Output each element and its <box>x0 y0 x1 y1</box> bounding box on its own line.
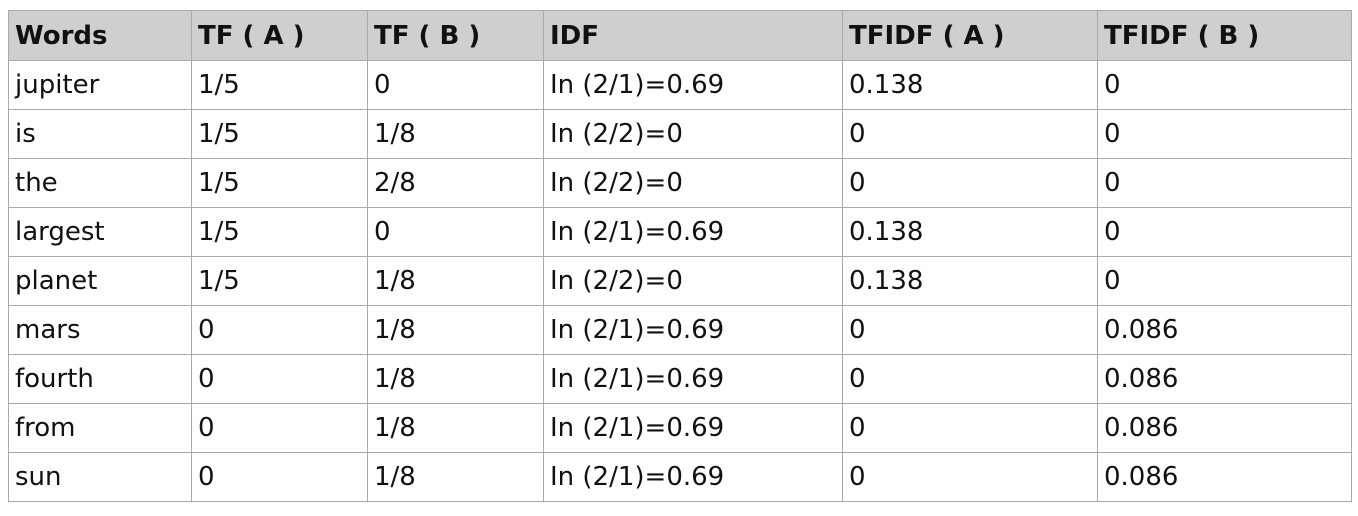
cell-tf-b: 1/8 <box>367 452 544 502</box>
cell-tf-a: 0 <box>191 403 368 453</box>
cell-tfidf-b: 0.086 <box>1097 452 1352 502</box>
table-row: planet 1/5 1/8 In (2/2)=0 0.138 0 <box>8 256 1352 306</box>
cell-tf-b: 1/8 <box>367 305 544 355</box>
cell-idf: In (2/1)=0.69 <box>543 452 843 502</box>
table-row: sun 0 1/8 In (2/1)=0.69 0 0.086 <box>8 452 1352 502</box>
header-tf-b: TF ( B ) <box>367 10 544 61</box>
cell-word: sun <box>8 452 192 502</box>
cell-tf-b: 1/8 <box>367 403 544 453</box>
cell-tf-a: 0 <box>191 354 368 404</box>
cell-tfidf-a: 0 <box>842 354 1098 404</box>
header-tfidf-b: TFIDF ( B ) <box>1097 10 1352 61</box>
cell-tfidf-b: 0 <box>1097 60 1352 110</box>
header-idf: IDF <box>543 10 843 61</box>
cell-tfidf-a: 0.138 <box>842 60 1098 110</box>
cell-tf-a: 0 <box>191 305 368 355</box>
cell-tf-b: 0 <box>367 207 544 257</box>
cell-tf-a: 1/5 <box>191 60 368 110</box>
header-tfidf-a: TFIDF ( A ) <box>842 10 1098 61</box>
cell-idf: In (2/2)=0 <box>543 256 843 306</box>
cell-tfidf-a: 0.138 <box>842 207 1098 257</box>
header-row: Words TF ( A ) TF ( B ) IDF TFIDF ( A ) … <box>8 10 1352 61</box>
cell-tf-b: 0 <box>367 60 544 110</box>
cell-idf: In (2/2)=0 <box>543 158 843 208</box>
cell-tf-a: 0 <box>191 452 368 502</box>
cell-word: is <box>8 109 192 159</box>
cell-tf-a: 1/5 <box>191 158 368 208</box>
cell-word: largest <box>8 207 192 257</box>
table-row: from 0 1/8 In (2/1)=0.69 0 0.086 <box>8 403 1352 453</box>
cell-tfidf-a: 0 <box>842 158 1098 208</box>
cell-tfidf-a: 0.138 <box>842 256 1098 306</box>
cell-idf: In (2/1)=0.69 <box>543 60 843 110</box>
cell-word: planet <box>8 256 192 306</box>
cell-idf: In (2/1)=0.69 <box>543 403 843 453</box>
tfidf-table: Words TF ( A ) TF ( B ) IDF TFIDF ( A ) … <box>8 10 1352 502</box>
table-row: largest 1/5 0 In (2/1)=0.69 0.138 0 <box>8 207 1352 257</box>
tfidf-table-container: Words TF ( A ) TF ( B ) IDF TFIDF ( A ) … <box>8 10 1352 502</box>
cell-tf-b: 1/8 <box>367 256 544 306</box>
cell-tfidf-b: 0.086 <box>1097 305 1352 355</box>
table-row: mars 0 1/8 In (2/1)=0.69 0 0.086 <box>8 305 1352 355</box>
cell-tf-a: 1/5 <box>191 109 368 159</box>
table-header: Words TF ( A ) TF ( B ) IDF TFIDF ( A ) … <box>8 10 1352 61</box>
cell-tf-a: 1/5 <box>191 207 368 257</box>
cell-word: from <box>8 403 192 453</box>
cell-word: fourth <box>8 354 192 404</box>
cell-tfidf-a: 0 <box>842 305 1098 355</box>
cell-tfidf-b: 0 <box>1097 158 1352 208</box>
cell-tf-a: 1/5 <box>191 256 368 306</box>
cell-word: mars <box>8 305 192 355</box>
table-row: fourth 0 1/8 In (2/1)=0.69 0 0.086 <box>8 354 1352 404</box>
cell-tfidf-b: 0 <box>1097 256 1352 306</box>
cell-tfidf-b: 0.086 <box>1097 354 1352 404</box>
cell-idf: In (2/1)=0.69 <box>543 305 843 355</box>
cell-idf: In (2/1)=0.69 <box>543 207 843 257</box>
cell-idf: In (2/1)=0.69 <box>543 354 843 404</box>
cell-word: jupiter <box>8 60 192 110</box>
cell-tfidf-b: 0 <box>1097 207 1352 257</box>
header-tf-a: TF ( A ) <box>191 10 368 61</box>
table-body: jupiter 1/5 0 In (2/1)=0.69 0.138 0 is 1… <box>8 60 1352 502</box>
cell-tfidf-b: 0 <box>1097 109 1352 159</box>
cell-tf-b: 2/8 <box>367 158 544 208</box>
table-row: jupiter 1/5 0 In (2/1)=0.69 0.138 0 <box>8 60 1352 110</box>
cell-tfidf-a: 0 <box>842 452 1098 502</box>
table-row: the 1/5 2/8 In (2/2)=0 0 0 <box>8 158 1352 208</box>
cell-idf: In (2/2)=0 <box>543 109 843 159</box>
cell-tf-b: 1/8 <box>367 109 544 159</box>
cell-tf-b: 1/8 <box>367 354 544 404</box>
cell-tfidf-b: 0.086 <box>1097 403 1352 453</box>
header-words: Words <box>8 10 192 61</box>
cell-tfidf-a: 0 <box>842 403 1098 453</box>
cell-tfidf-a: 0 <box>842 109 1098 159</box>
cell-word: the <box>8 158 192 208</box>
table-row: is 1/5 1/8 In (2/2)=0 0 0 <box>8 109 1352 159</box>
